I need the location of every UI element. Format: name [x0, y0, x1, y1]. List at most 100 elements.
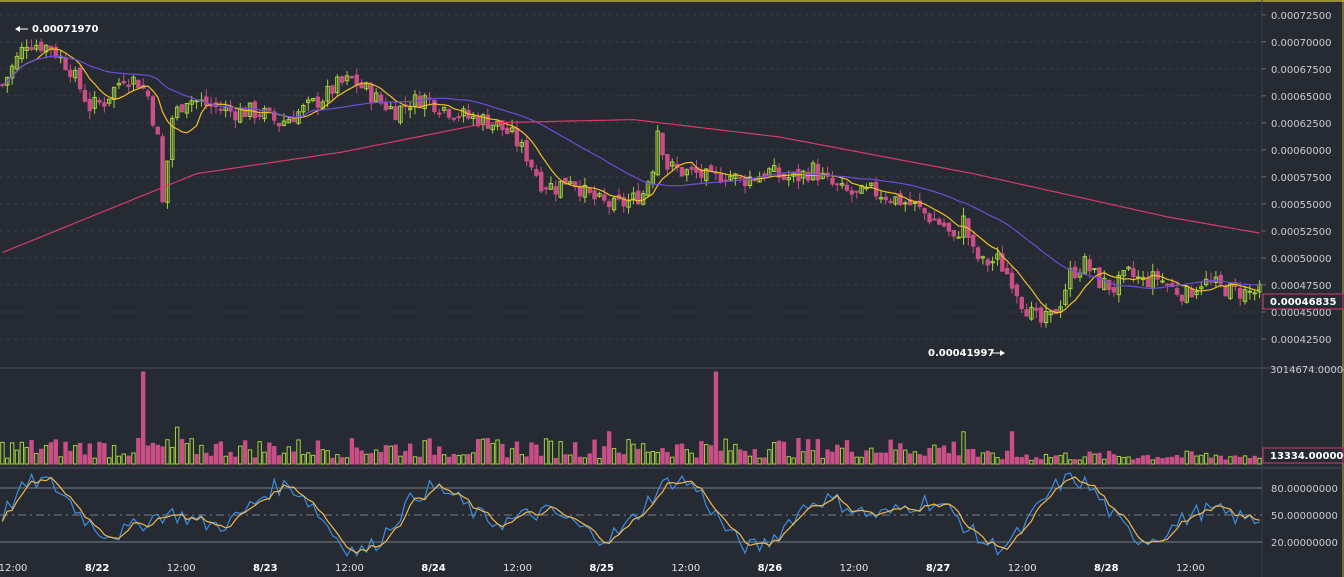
candle-up	[1029, 306, 1034, 320]
volume-bar	[640, 443, 646, 465]
candle-down	[718, 173, 723, 183]
volume-bar	[1068, 459, 1073, 465]
volume-bar	[553, 457, 558, 465]
volume-bar	[1009, 431, 1015, 465]
volume-bar	[53, 439, 59, 465]
volume-bar	[140, 371, 146, 465]
candle-up	[373, 92, 379, 102]
candle-down	[1004, 267, 1010, 275]
volume-bar	[723, 438, 728, 465]
candle-up	[344, 75, 350, 82]
time-tick-label: 8/22	[85, 563, 110, 574]
volume-bar	[155, 444, 160, 465]
candle-up	[1228, 283, 1233, 299]
candle-down	[121, 80, 126, 84]
candle-down	[267, 107, 272, 111]
time-tick-label: 12:00	[1008, 563, 1037, 574]
candle-up	[990, 261, 995, 264]
candle-down	[932, 218, 937, 221]
volume-bar	[558, 441, 563, 465]
volume-bar	[87, 443, 92, 465]
time-tick-label: 8/26	[758, 563, 783, 574]
volume-bar	[738, 449, 743, 465]
candle-down	[1000, 253, 1005, 272]
volume-bar	[718, 450, 723, 465]
volume-bar	[1034, 457, 1039, 465]
volume-bar	[771, 442, 777, 465]
volume-bar	[951, 441, 956, 465]
stochastic-tick-label: 20.00000000	[1271, 538, 1338, 549]
volume-bar	[242, 440, 248, 465]
candle-down	[927, 213, 932, 223]
price-tick-label: 0.00067500	[1271, 65, 1331, 76]
candle-up	[262, 108, 267, 120]
candle-down	[276, 122, 282, 127]
volume-max-label: 3014674.000000	[1270, 365, 1344, 376]
volume-bar	[92, 457, 97, 465]
candle-down	[77, 67, 83, 90]
candle-down	[708, 165, 714, 172]
volume-bar	[645, 451, 651, 465]
volume-bar	[873, 452, 879, 465]
volume-bar	[708, 445, 714, 465]
ma-slow-line	[2, 118, 1260, 254]
candle-up	[471, 115, 476, 120]
candle-down	[888, 200, 893, 203]
candle-up	[903, 202, 908, 205]
candle-up	[1194, 290, 1199, 296]
candle-down	[1034, 307, 1039, 311]
time-tick-label: 8/25	[589, 563, 614, 574]
volume-bar	[956, 455, 961, 465]
volume-bar	[257, 441, 262, 465]
candle-down	[835, 183, 840, 186]
candle-down	[218, 108, 224, 111]
volume-bar	[762, 457, 767, 465]
price-tick-label: 0.00042500	[1271, 335, 1331, 346]
time-tick-label: 12:00	[503, 563, 532, 574]
candle-down	[830, 177, 835, 185]
volume-bar	[359, 450, 364, 465]
candle-up	[1247, 290, 1253, 293]
candle-down	[160, 136, 165, 203]
candle-down	[606, 201, 612, 208]
volume-bar	[160, 446, 165, 465]
high-arrow-head	[15, 26, 20, 32]
candle-up	[490, 124, 495, 131]
candle-down	[500, 120, 505, 131]
volume-bar	[218, 441, 224, 465]
volume-bar	[1257, 457, 1262, 465]
ma-mid-line	[2, 55, 1260, 289]
price-tick-label: 0.00070000	[1271, 38, 1331, 49]
volume-bar	[519, 454, 524, 465]
volume-bar	[480, 438, 486, 465]
volume-bar	[684, 449, 690, 465]
volume-bar	[631, 443, 636, 465]
candle-down	[660, 132, 665, 156]
volume-bar	[529, 442, 534, 465]
volume-bar	[238, 445, 243, 465]
volume-bar	[446, 456, 452, 465]
volume-bar	[655, 451, 660, 465]
volume-bar	[174, 426, 180, 465]
volume-bar	[412, 456, 418, 465]
candle-down	[145, 90, 151, 97]
volume-bar	[262, 451, 267, 465]
volume-bar	[694, 457, 699, 465]
time-tick-label: 12:00	[335, 563, 364, 574]
candle-down	[437, 112, 442, 115]
volume-bar	[1160, 458, 1165, 465]
volume-bar	[713, 371, 719, 465]
volume-bar	[674, 444, 680, 465]
candle-down	[636, 190, 641, 205]
volume-bar	[1082, 456, 1088, 465]
candle-up	[912, 201, 918, 205]
candle-down	[679, 167, 685, 177]
volume-bar	[1126, 456, 1131, 465]
volume-bar	[1170, 456, 1175, 465]
volume-bar	[495, 439, 500, 465]
volume-bar	[1029, 459, 1034, 465]
volume-bar	[869, 447, 874, 465]
volume-bar	[903, 449, 908, 465]
candle-up	[422, 95, 427, 110]
